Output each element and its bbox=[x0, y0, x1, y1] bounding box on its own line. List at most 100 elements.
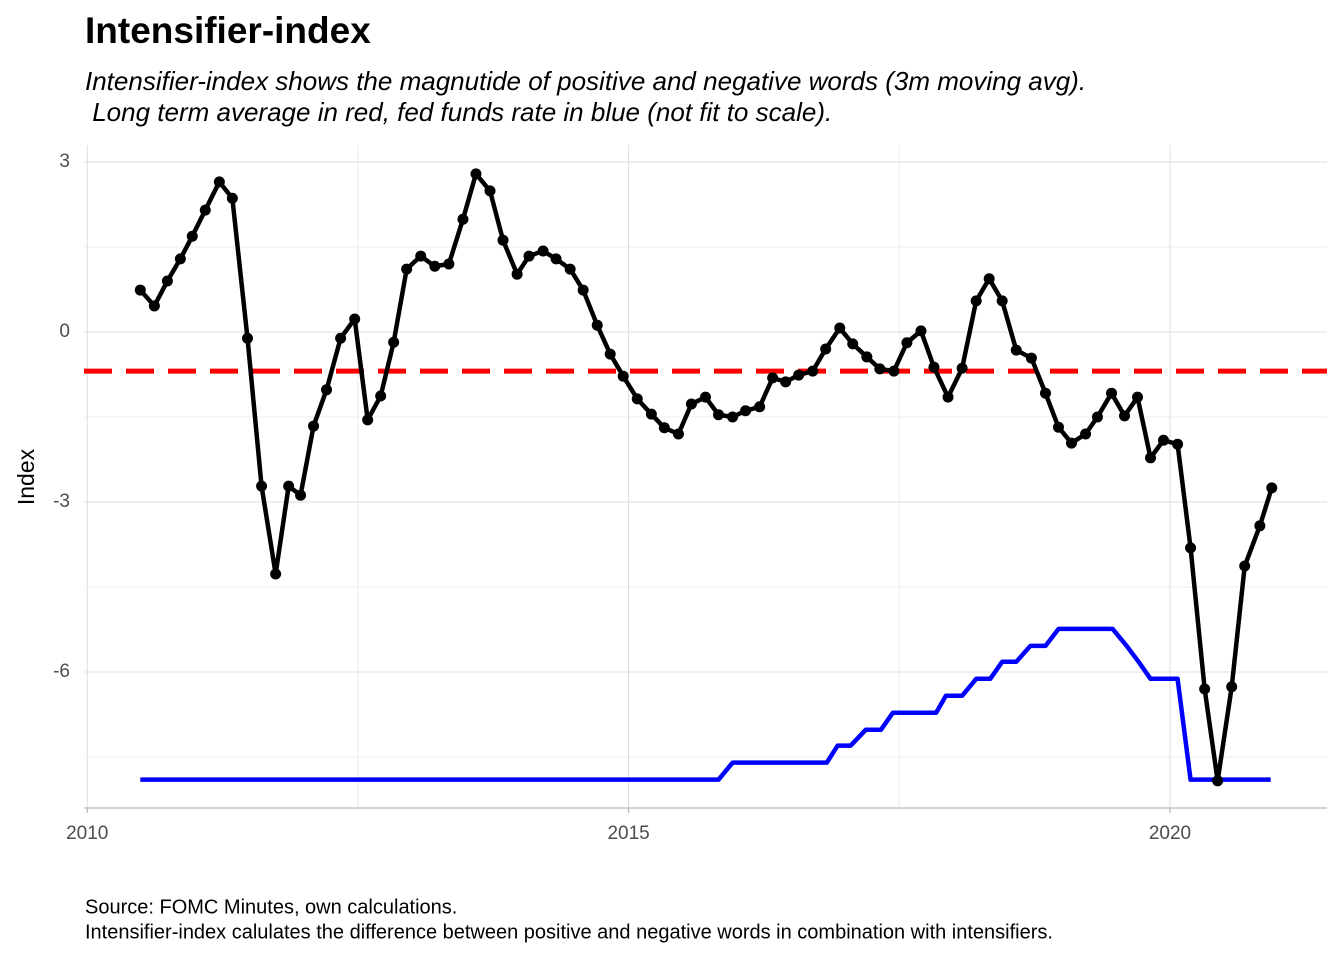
data-point bbox=[754, 401, 766, 413]
data-point bbox=[497, 234, 509, 246]
data-point bbox=[321, 384, 333, 396]
data-point bbox=[443, 258, 455, 270]
y-tick-label: 3 bbox=[59, 151, 70, 172]
data-point bbox=[523, 250, 535, 262]
data-point bbox=[740, 405, 752, 417]
data-point bbox=[1106, 387, 1118, 399]
data-point bbox=[1119, 410, 1131, 422]
data-point bbox=[550, 253, 562, 265]
data-point bbox=[956, 362, 968, 374]
data-point bbox=[1065, 437, 1077, 449]
data-point bbox=[349, 313, 361, 325]
data-point bbox=[1010, 344, 1022, 356]
data-point bbox=[186, 230, 198, 242]
data-point bbox=[148, 300, 160, 312]
data-point bbox=[308, 420, 320, 432]
data-point bbox=[1266, 482, 1278, 494]
data-point bbox=[564, 263, 576, 275]
data-point bbox=[470, 168, 482, 180]
series-line bbox=[138, 171, 1274, 784]
data-point bbox=[134, 284, 146, 296]
data-point bbox=[820, 343, 832, 355]
data-point bbox=[970, 295, 982, 307]
data-point bbox=[1145, 452, 1157, 464]
chart-subtitle: Long term average in red, fed funds rate… bbox=[85, 97, 832, 127]
x-tick-label: 2015 bbox=[607, 823, 649, 844]
data-point bbox=[915, 325, 927, 337]
data-point bbox=[1080, 428, 1092, 440]
data-point bbox=[1091, 411, 1103, 423]
data-point bbox=[834, 322, 846, 334]
data-point bbox=[335, 332, 347, 344]
y-tick-label: 0 bbox=[59, 321, 70, 342]
caption: Intensifier-index calulates the differen… bbox=[85, 921, 1053, 943]
data-point bbox=[793, 369, 805, 381]
data-point bbox=[577, 284, 589, 296]
data-point bbox=[1132, 391, 1144, 403]
data-point bbox=[241, 332, 253, 344]
data-point bbox=[1158, 434, 1170, 446]
data-point bbox=[401, 263, 413, 275]
data-point bbox=[295, 489, 307, 501]
data-point bbox=[1254, 520, 1266, 532]
data-point bbox=[1025, 352, 1037, 364]
data-point bbox=[888, 365, 900, 377]
data-point bbox=[807, 365, 819, 377]
data-point bbox=[591, 319, 603, 331]
caption: Source: FOMC Minutes, own calculations. bbox=[85, 896, 457, 918]
data-point bbox=[847, 338, 859, 350]
x-tick-label: 2010 bbox=[66, 823, 108, 844]
data-point bbox=[780, 376, 792, 388]
data-point bbox=[1172, 438, 1184, 450]
data-point bbox=[226, 192, 238, 204]
data-point bbox=[362, 414, 374, 426]
series-line bbox=[140, 626, 1271, 782]
data-point bbox=[256, 480, 268, 492]
data-point bbox=[767, 372, 779, 384]
y-axis-label: Index bbox=[13, 448, 39, 505]
data-point bbox=[174, 253, 186, 265]
data-point bbox=[415, 250, 427, 262]
data-point bbox=[672, 428, 684, 440]
data-point bbox=[270, 568, 282, 580]
data-point bbox=[199, 204, 211, 216]
chart-title: Intensifier-index bbox=[85, 10, 371, 51]
data-point bbox=[1185, 542, 1197, 554]
data-point bbox=[1226, 681, 1238, 693]
data-point bbox=[537, 245, 549, 257]
data-point bbox=[511, 268, 523, 280]
data-point bbox=[996, 295, 1008, 307]
data-point bbox=[617, 370, 629, 382]
y-tick-label: -6 bbox=[53, 661, 70, 682]
data-point bbox=[928, 361, 940, 373]
data-point bbox=[375, 390, 387, 402]
chart-subtitle: Intensifier-index shows the magnutide of… bbox=[85, 66, 1086, 96]
data-point bbox=[1052, 421, 1064, 433]
data-point bbox=[685, 398, 697, 410]
data-point bbox=[604, 348, 616, 360]
data-point bbox=[283, 480, 295, 492]
data-point bbox=[429, 260, 441, 272]
data-point bbox=[700, 391, 711, 403]
data-point bbox=[213, 176, 225, 188]
data-point bbox=[942, 391, 954, 403]
data-point bbox=[1039, 387, 1051, 399]
data-point bbox=[1239, 560, 1251, 572]
data-point bbox=[1199, 683, 1211, 695]
x-tick-label: 2020 bbox=[1149, 823, 1191, 844]
data-point bbox=[388, 336, 400, 348]
y-tick-label: -3 bbox=[53, 491, 70, 512]
data-point bbox=[861, 351, 873, 363]
data-point bbox=[161, 275, 173, 287]
data-point bbox=[658, 422, 670, 434]
data-point bbox=[645, 408, 657, 420]
data-point bbox=[712, 409, 724, 421]
data-point bbox=[727, 411, 739, 423]
data-point bbox=[631, 393, 643, 405]
data-point bbox=[484, 185, 496, 197]
data-point bbox=[901, 337, 913, 349]
data-point bbox=[983, 273, 995, 285]
data-point bbox=[874, 363, 886, 375]
data-point bbox=[1212, 775, 1224, 787]
